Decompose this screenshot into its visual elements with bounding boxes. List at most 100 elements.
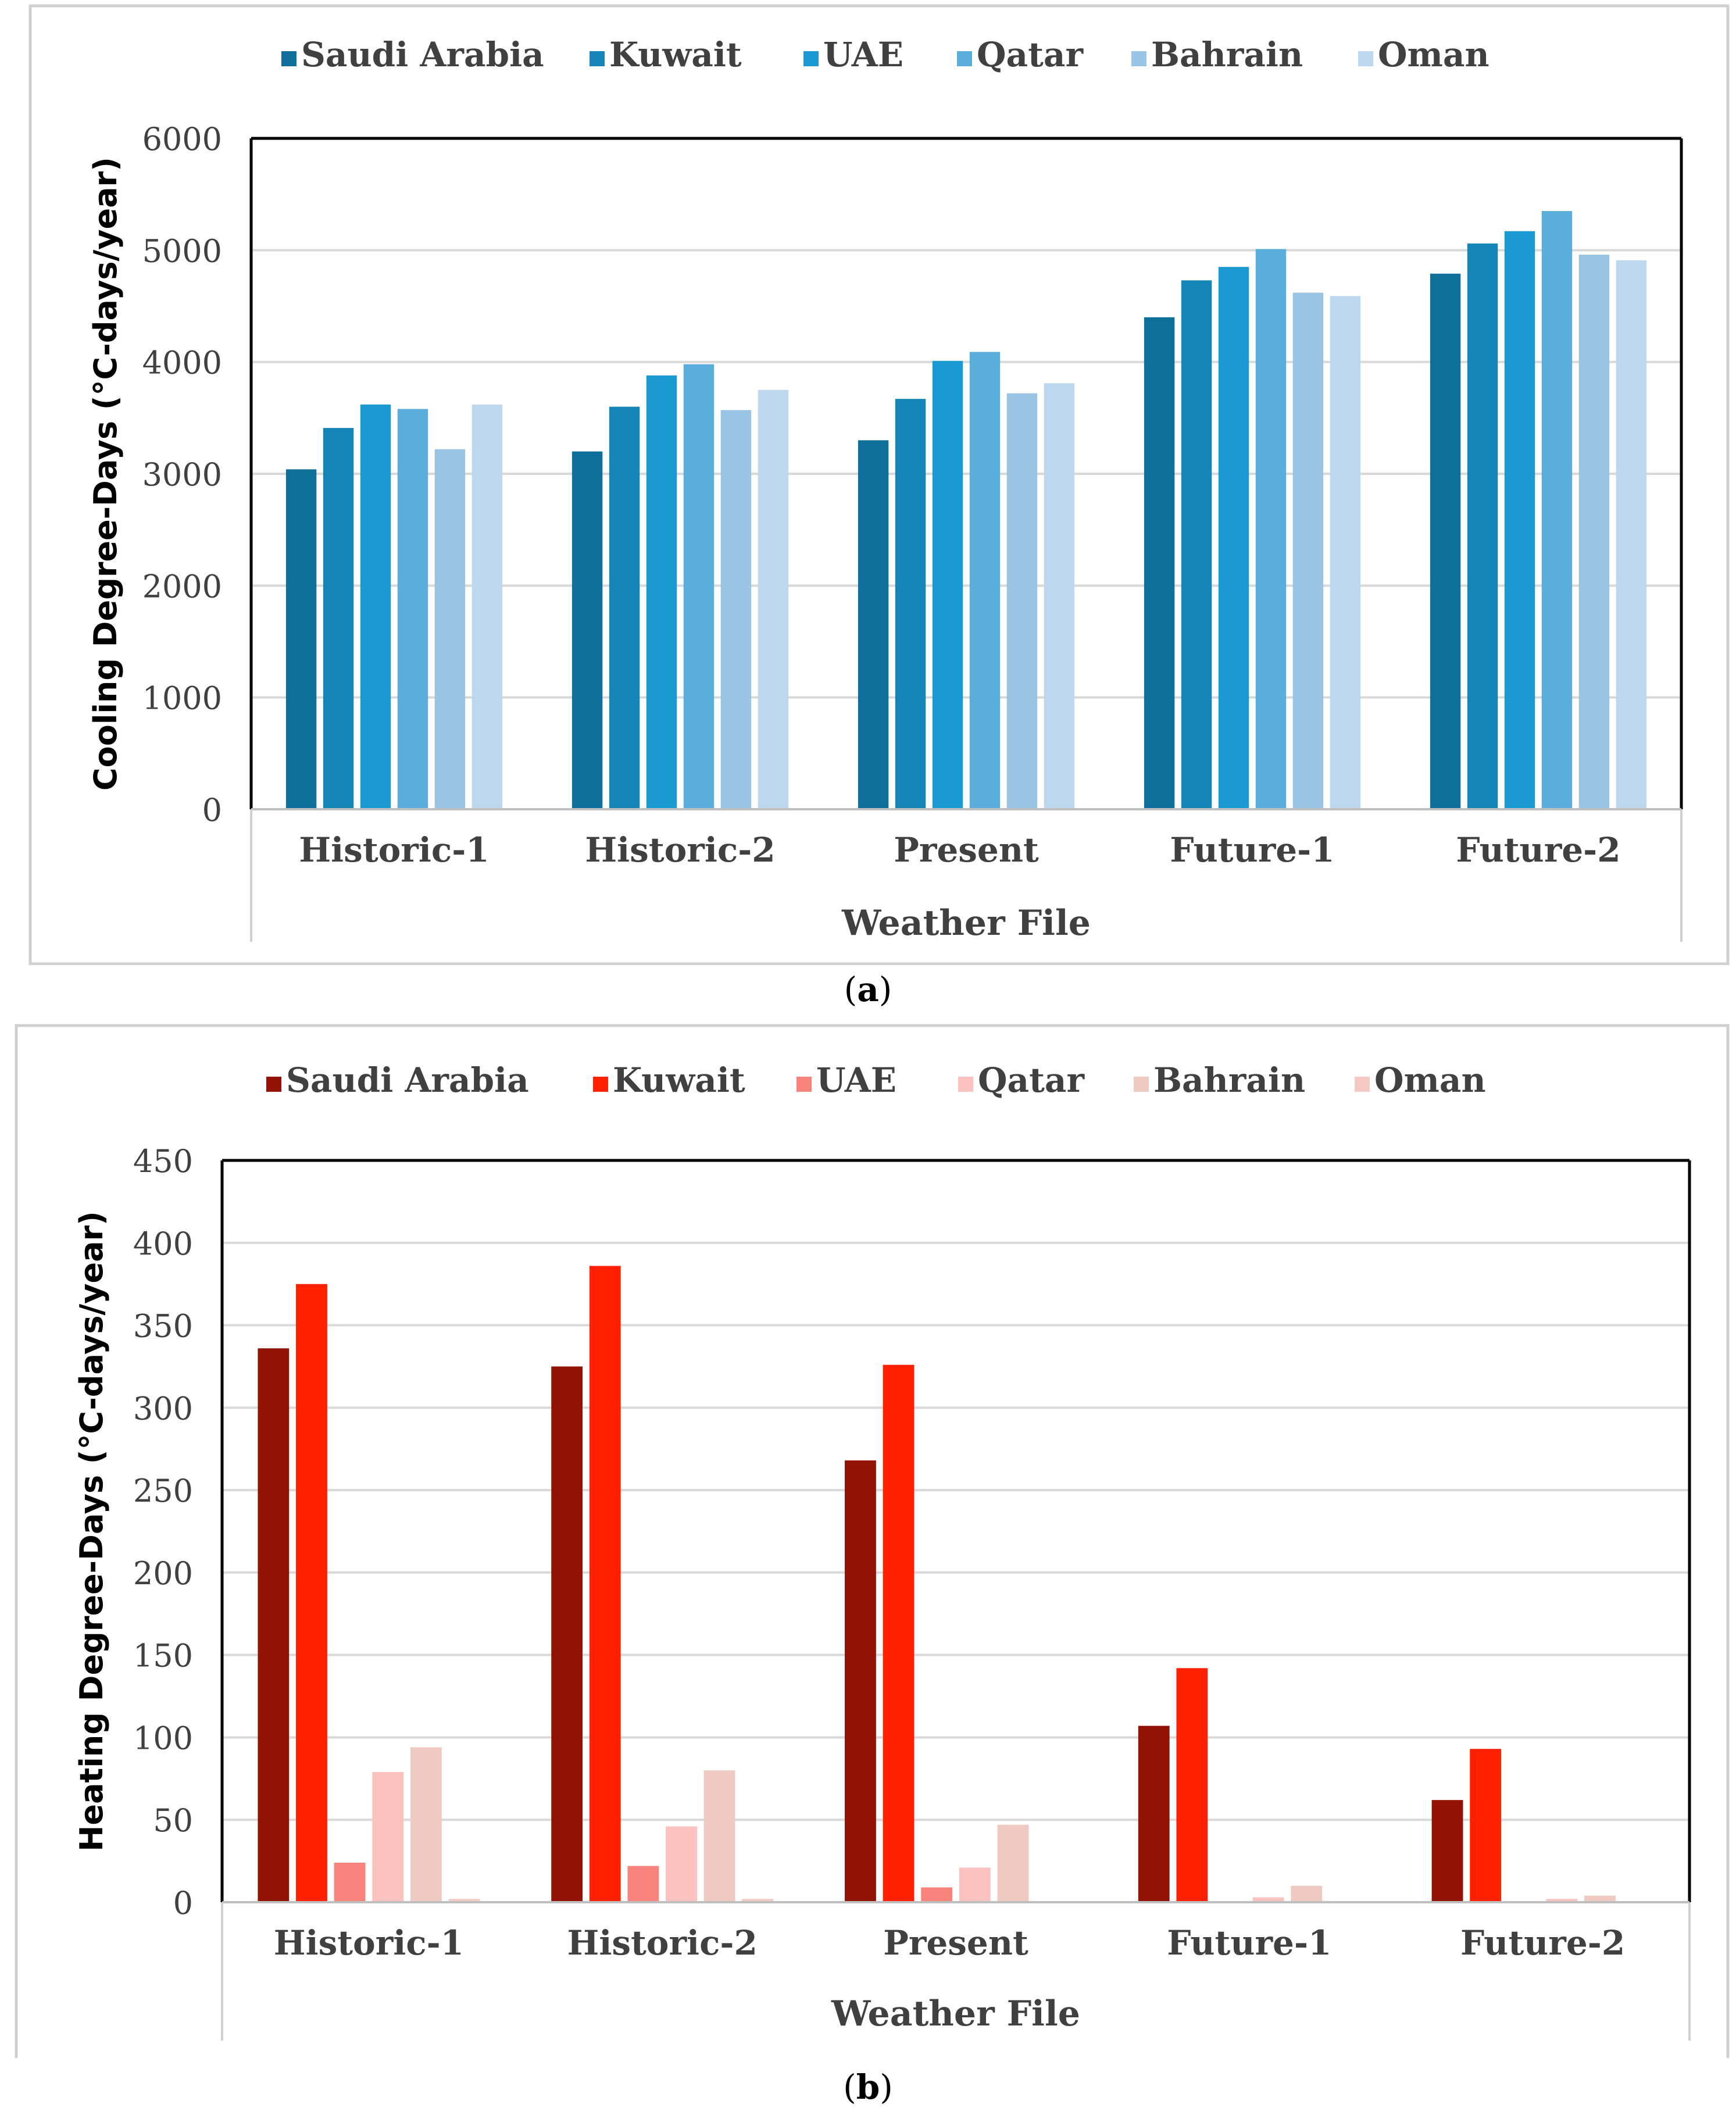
legend-label: Oman	[1374, 1060, 1486, 1100]
legend-label: Bahrain	[1151, 35, 1303, 74]
legend-swatch	[1134, 1077, 1149, 1092]
bar-kuwait	[323, 428, 354, 809]
bar-bahrain	[1291, 1885, 1323, 1902]
legend-swatch	[593, 1077, 608, 1092]
bar-kuwait	[296, 1284, 327, 1902]
bar-qatar	[1255, 249, 1287, 809]
x-tick-label: Future-2	[1460, 1923, 1625, 1963]
y-tick-label: 200	[133, 1555, 193, 1592]
heating-degree-days-chart: Saudi Arabia Kuwait UAE Qatar Bahrain Oman 0 50…	[0, 1012, 1736, 2058]
bar-saudi-arabia	[258, 1348, 290, 1902]
bar-saudi-arabia	[1430, 273, 1461, 809]
bar-qatar	[683, 364, 715, 809]
bar-bahrain	[1584, 1895, 1616, 1902]
bar-qatar	[1252, 1897, 1284, 1902]
legend: Saudi Arabia Kuwait UAE Qatar Bahrain Oman	[281, 35, 1489, 74]
bar-oman	[742, 1899, 774, 1902]
bar-qatar	[666, 1826, 697, 1902]
bar-saudi-arabia	[1144, 317, 1175, 809]
bar-oman	[1616, 260, 1647, 810]
bar-oman	[1044, 383, 1075, 809]
bar-bahrain	[434, 449, 466, 809]
y-tick-label: 150	[133, 1638, 193, 1674]
y-tick-label: 300	[133, 1390, 193, 1427]
bar-kuwait	[1470, 1749, 1502, 1902]
x-axis-title: Weather File	[841, 903, 1091, 944]
bar-bahrain	[703, 1770, 735, 1902]
bar-saudi-arabia	[285, 469, 317, 809]
y-tick-label: 1000	[142, 680, 222, 717]
x-tick-label: Historic-1	[299, 830, 489, 870]
heating-chart-svg: Saudi Arabia Kuwait UAE Qatar Bahrain Oman 0 50…	[15, 1024, 1730, 2058]
bar-saudi-arabia	[858, 440, 889, 809]
cooling-degree-days-chart: Saudi Arabia Kuwait UAE Qatar Bahrain Oman 0 10…	[0, 0, 1736, 965]
y-axis-title: Heating Degree-Days (°C-days/year)	[73, 1211, 110, 1852]
y-tick-label: 250	[133, 1473, 193, 1509]
x-axis-title: Weather File	[831, 1993, 1080, 2034]
y-axis-title: Cooling Degree-Days (°C-days/year)	[87, 157, 124, 791]
y-tick-label: 2000	[142, 568, 222, 605]
legend-label: Saudi Arabia	[286, 1060, 529, 1100]
legend-label: UAE	[823, 35, 903, 74]
bar-oman	[448, 1899, 480, 1902]
y-tick-label: 5000	[142, 233, 222, 269]
bar-saudi-arabia	[551, 1366, 583, 1902]
legend-swatch	[803, 51, 819, 66]
bar-saudi-arabia	[845, 1460, 876, 1902]
x-tick-label: Present	[883, 1923, 1028, 1963]
legend-swatch	[957, 51, 972, 66]
bar-bahrain	[720, 410, 752, 809]
x-tick-label: Future-2	[1456, 830, 1620, 870]
bar-uae	[1218, 267, 1249, 809]
y-tick-label: 350	[133, 1308, 193, 1345]
bar-saudi-arabia	[571, 451, 603, 809]
bar-kuwait	[883, 1364, 915, 1902]
bar-uae	[1504, 231, 1535, 809]
bar-bahrain	[1292, 292, 1324, 809]
y-tick-label: 4000	[142, 345, 222, 381]
y-tick-label: 0	[173, 1885, 193, 1921]
y-tick-label: 100	[133, 1720, 193, 1756]
bar-uae	[921, 1887, 953, 1902]
bar-uae	[627, 1866, 659, 1902]
bar-uae	[360, 404, 391, 809]
legend-swatch	[796, 1077, 812, 1092]
x-tick-label: Historic-2	[567, 1923, 758, 1963]
bar-saudi-arabia	[1138, 1725, 1170, 1902]
caption-b-label: b	[856, 2067, 880, 2107]
x-tick-label: Future-1	[1167, 1923, 1331, 1963]
bar-kuwait	[1176, 1668, 1208, 1902]
legend-label: Oman	[1378, 35, 1489, 74]
y-tick-label: 0	[202, 792, 222, 828]
legend-label: Qatar	[977, 35, 1084, 74]
legend-swatch	[1131, 51, 1146, 66]
bar-qatar	[959, 1867, 991, 1902]
bar-uae	[932, 360, 963, 809]
bar-bahrain	[1006, 393, 1038, 809]
legend-label: Saudi Arabia	[301, 35, 544, 74]
legend-swatch	[1355, 1077, 1370, 1092]
bar-kuwait	[609, 406, 640, 809]
y-tick-label: 400	[133, 1226, 193, 1262]
legend-label: Kuwait	[609, 35, 742, 74]
caption-b: (b)	[843, 2067, 893, 2107]
legend-swatch	[266, 1077, 281, 1092]
bar-qatar	[969, 352, 1001, 809]
y-tick-label: 3000	[142, 456, 222, 493]
bar-qatar	[397, 409, 428, 809]
legend-swatch	[281, 51, 297, 66]
bar-uae	[646, 375, 677, 809]
legend-label: Qatar	[978, 1060, 1085, 1100]
legend-swatch	[590, 51, 605, 66]
x-tick-label: Present	[894, 830, 1039, 870]
bar-saudi-arabia	[1431, 1800, 1463, 1902]
caption-a: (a)	[844, 970, 892, 1009]
bar-bahrain	[997, 1824, 1029, 1902]
legend-label: Kuwait	[613, 1060, 745, 1100]
legend-label: UAE	[816, 1060, 896, 1100]
bar-oman	[471, 404, 503, 809]
y-tick-label: 6000	[142, 121, 222, 158]
bar-kuwait	[589, 1266, 621, 1902]
bar-qatar	[1541, 211, 1573, 810]
x-tick-label: Historic-1	[274, 1923, 464, 1963]
